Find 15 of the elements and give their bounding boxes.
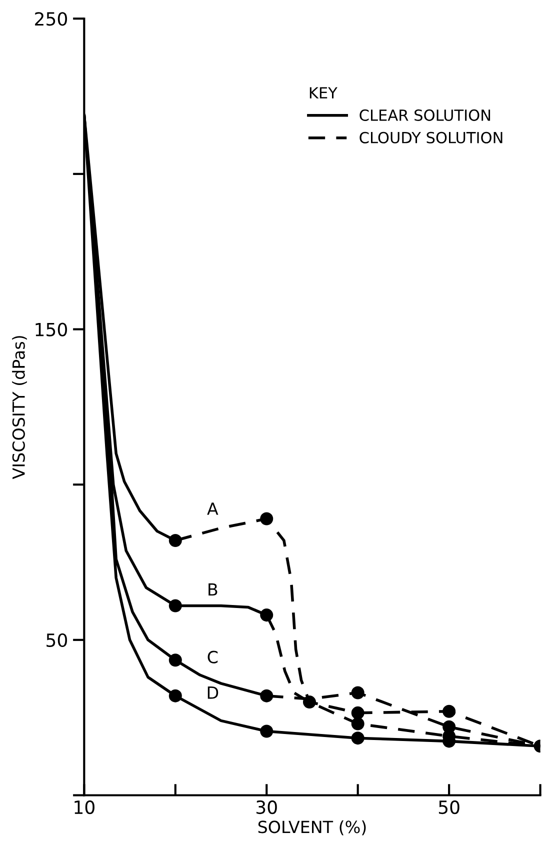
annotation: D xyxy=(208,686,218,699)
annotation: B xyxy=(208,583,218,596)
legend-label: CLOUDY SOLUTION xyxy=(360,132,502,144)
y-tick-label: 150 xyxy=(36,322,67,336)
legend-label: CLEAR SOLUTION xyxy=(360,109,490,121)
y-tick-label: 50 xyxy=(46,633,67,648)
y-tick-label: 250 xyxy=(35,12,67,26)
x-tick-label: 50 xyxy=(438,800,460,814)
x-axis-title: SOLVENT (%) xyxy=(258,820,366,836)
y-axis-title: VISCOSITY (dPas) xyxy=(12,336,27,480)
annotation: A xyxy=(207,502,218,515)
annotation: C xyxy=(208,650,218,664)
legend-title: KEY xyxy=(310,87,338,98)
x-tick-label: 10 xyxy=(74,800,94,814)
x-tick-label: 30 xyxy=(256,800,277,814)
